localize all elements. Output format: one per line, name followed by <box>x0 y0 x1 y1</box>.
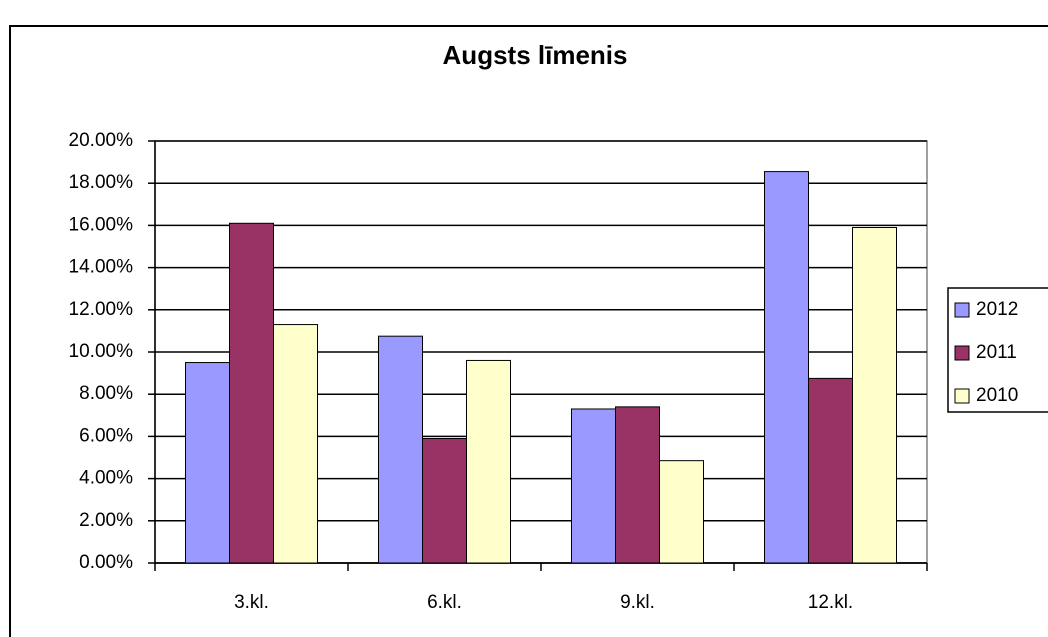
legend-swatch <box>954 345 970 361</box>
bar <box>229 222 274 564</box>
x-tick-label: 9.kl. <box>620 592 655 613</box>
y-tick-label: 10.00% <box>69 341 134 362</box>
legend-label: 2012 <box>976 299 1018 320</box>
y-tick-label: 0.00% <box>79 552 133 573</box>
y-tick-label: 18.00% <box>69 172 134 193</box>
x-tick-label: 3.kl. <box>234 592 269 613</box>
bar <box>808 377 853 564</box>
chart-title: Augsts līmenis <box>443 40 628 70</box>
legend-swatch <box>954 388 970 404</box>
bar <box>422 438 467 564</box>
y-tick-label: 20.00% <box>69 130 134 151</box>
bar <box>852 227 897 564</box>
y-tick-label: 6.00% <box>79 425 133 446</box>
bar <box>378 335 423 564</box>
legend-swatch <box>954 302 970 318</box>
x-tick-label: 6.kl. <box>427 592 462 613</box>
y-tick-label: 12.00% <box>69 299 134 320</box>
y-tick-label: 14.00% <box>69 257 134 278</box>
bar <box>571 408 616 564</box>
bar <box>185 362 230 564</box>
x-tick-label: 12.kl. <box>808 592 853 613</box>
y-tick-label: 2.00% <box>79 510 133 531</box>
y-tick-label: 16.00% <box>69 214 134 235</box>
legend-label: 2010 <box>976 385 1018 406</box>
y-tick-label: 4.00% <box>79 468 133 489</box>
bar <box>659 460 704 564</box>
y-tick-label: 8.00% <box>79 383 133 404</box>
bar <box>273 324 318 564</box>
legend-label: 2011 <box>976 342 1017 363</box>
bar <box>466 359 511 564</box>
bar <box>615 406 660 564</box>
bar <box>764 171 809 564</box>
